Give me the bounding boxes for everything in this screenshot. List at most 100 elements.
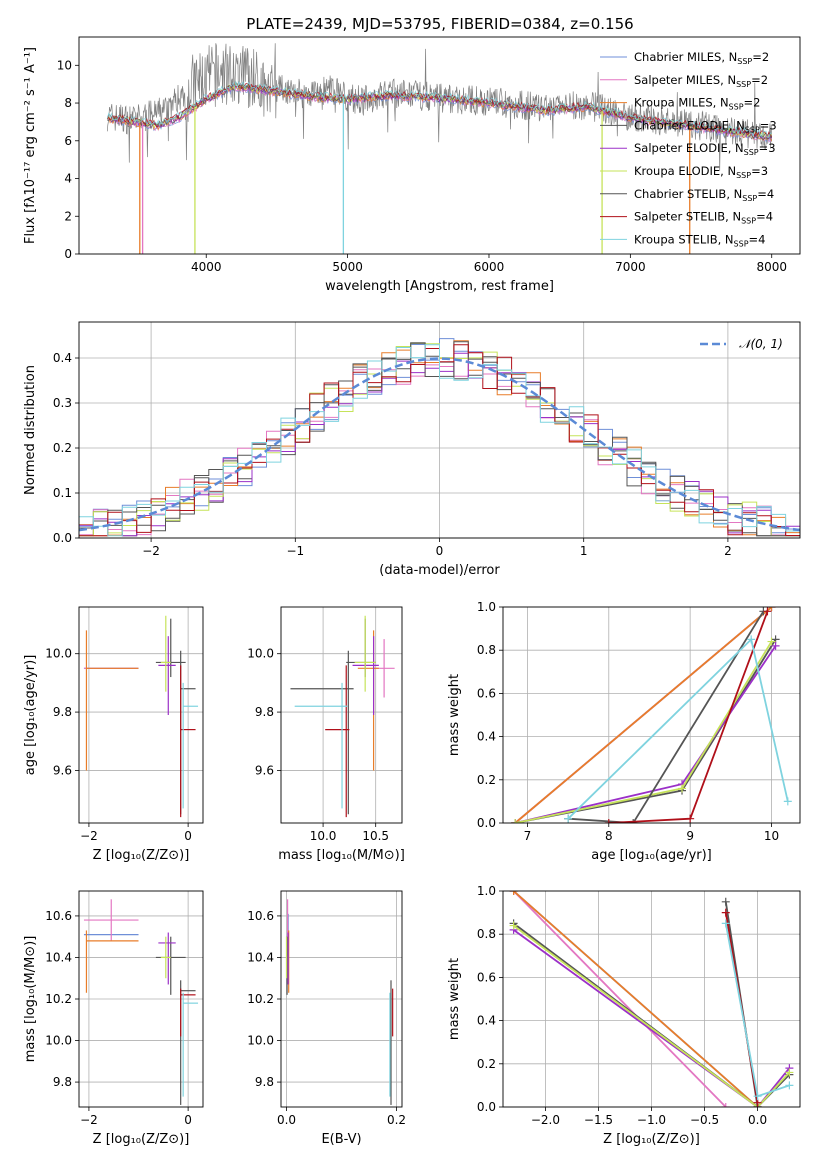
y-tick-label: 9.6 xyxy=(53,763,72,777)
series-marker xyxy=(509,921,518,930)
x-tick-label: −2 xyxy=(142,544,160,558)
series-marker xyxy=(509,891,518,895)
y-tick-label: 4 xyxy=(64,172,72,186)
y-axis-label: mass weight xyxy=(447,958,462,1040)
legend-entry: Salpeter MILES, NSSP=2 xyxy=(634,73,768,89)
x-axis-label: wavelength [Angstrom, rest frame] xyxy=(325,279,554,294)
y-tick-label: 0.2 xyxy=(53,441,72,455)
plot-area-age-vs-mass xyxy=(290,615,395,818)
histogram-step-line xyxy=(79,344,800,538)
x-tick-label: −2 xyxy=(80,829,98,843)
x-tick-label: 5000 xyxy=(332,260,363,274)
series-marker xyxy=(785,1081,794,1090)
y-axis-label: mass [log₁₀(M/M⊙)] xyxy=(23,936,38,1063)
panel-mass-vs-Z: −2 0 9.8 10.0 10.2 10.4 10.6 Z [log₁₀(Z/Z⊙)] mas… xyxy=(23,890,204,1147)
axes-frame xyxy=(280,606,403,824)
series-marker xyxy=(511,819,520,823)
x-axis-label: age [log₁₀(age/yr)] xyxy=(591,848,712,863)
series-marker xyxy=(767,607,776,611)
y-tick-label: 9.8 xyxy=(255,705,274,719)
legend-entry: Kroupa MILES, NSSP=2 xyxy=(634,96,760,112)
x-tick-label: −1.0 xyxy=(637,1113,666,1127)
x-tick-label: 0.0 xyxy=(277,1113,296,1127)
y-tick-label: 9.6 xyxy=(255,763,274,777)
x-tick-label: 4000 xyxy=(191,260,222,274)
series-marker xyxy=(721,908,730,917)
x-tick-label: 0 xyxy=(436,544,444,558)
panel-mass-weight-vs-Z: −2.0 −1.5 −1.0 −0.5 0.0 0.0 0.2 0.4 0.6 0.8 1.0 Z [… xyxy=(447,884,801,1147)
series-marker xyxy=(721,919,730,928)
legend-entry: Chabrier MILES, NSSP=2 xyxy=(634,50,769,66)
y-tick-label: 10.2 xyxy=(247,992,274,1006)
y-tick-label: 6 xyxy=(64,134,72,148)
x-tick-label: −1 xyxy=(286,544,304,558)
axes-frame xyxy=(78,606,204,824)
x-tick-label: 7 xyxy=(524,829,532,843)
legend-entry: Chabrier ELODIE, NSSP=3 xyxy=(634,118,777,134)
x-tick-label: 9 xyxy=(686,829,694,843)
series-marker xyxy=(763,607,772,616)
y-tick-label: 0.2 xyxy=(477,773,496,787)
y-tick-label: 10.0 xyxy=(247,1034,274,1048)
y-tick-label: 10.4 xyxy=(45,950,72,964)
y-tick-label: 0.0 xyxy=(477,1100,496,1114)
series-line xyxy=(513,922,791,1107)
x-tick-label: 0 xyxy=(184,829,192,843)
y-tick-label: 1.0 xyxy=(477,884,496,898)
x-tick-label: 0.2 xyxy=(387,1113,406,1127)
plot-area-mass-weight-vs-age xyxy=(511,607,792,823)
axes-frame xyxy=(78,890,204,1108)
x-tick-label: 0 xyxy=(184,1113,192,1127)
series-marker xyxy=(753,1092,762,1101)
series-line xyxy=(513,891,759,1107)
x-tick-label: 8000 xyxy=(756,260,787,274)
x-tick-label: −2.0 xyxy=(531,1113,560,1127)
series-line xyxy=(513,924,791,1107)
plot-area-residual-histogram xyxy=(79,338,800,538)
panel-age-vs-mass: 10.0 10.5 9.6 9.8 10.0 mass [log₁₀(M/M⊙)] xyxy=(247,606,405,863)
axes-frame xyxy=(502,890,801,1108)
model-spectrum-line xyxy=(107,83,773,138)
y-tick-label: 10.4 xyxy=(247,950,274,964)
plot-area-mass-vs-EBV xyxy=(285,899,394,1105)
axes-frame xyxy=(78,321,801,539)
x-axis-label: mass [log₁₀(M/M⊙)] xyxy=(278,848,405,863)
y-tick-label: 0.8 xyxy=(477,643,496,657)
plot-area-age-vs-Z xyxy=(83,615,199,818)
panel-age-vs-Z: −2 0 9.6 9.8 10.0 Z [log₁₀(Z/Z⊙)] age [log₁₀(a… xyxy=(23,606,204,863)
plot-area-mass-vs-Z xyxy=(83,899,199,1105)
x-tick-label: 6000 xyxy=(474,260,505,274)
y-tick-label: 0.4 xyxy=(477,730,496,744)
panel-mass-vs-EBV: 0.0 0.2 9.8 10.0 10.2 10.4 10.6 E(B-V) xyxy=(247,890,406,1147)
panel-residual-histogram: −2 −1 0 1 2 0.0 0.1 0.2 0.3 0.4 (data-model)/error… xyxy=(23,321,801,578)
normal-curve-line xyxy=(79,357,800,532)
y-tick-label: 0.0 xyxy=(477,816,496,830)
legend-entry: Salpeter ELODIE, NSSP=3 xyxy=(634,141,776,157)
y-axis-label: age [log₁₀(age/yr)] xyxy=(23,655,38,776)
series-marker xyxy=(771,641,780,650)
series-marker xyxy=(767,637,776,646)
legend-entry: Chabrier STELIB, NSSP=4 xyxy=(634,187,774,203)
series-marker xyxy=(678,784,687,793)
y-axis-label: Normed distribution xyxy=(23,365,38,495)
y-tick-label: 10.0 xyxy=(45,647,72,661)
y-tick-label: 0.8 xyxy=(477,927,496,941)
y-tick-label: 8 xyxy=(64,96,72,110)
legend-entry: Salpeter STELIB, NSSP=4 xyxy=(634,210,773,226)
y-tick-label: 0.4 xyxy=(477,1014,496,1028)
series-marker xyxy=(721,897,730,906)
legend-entry: Kroupa ELODIE, NSSP=3 xyxy=(634,164,768,180)
x-tick-label: −2 xyxy=(80,1113,98,1127)
y-axis-label: mass weight xyxy=(447,674,462,756)
series-marker xyxy=(785,1068,794,1077)
series-marker xyxy=(564,814,573,823)
x-tick-label: 1 xyxy=(580,544,588,558)
x-axis-label: Z [log₁₀(Z/Z⊙)] xyxy=(603,1132,700,1147)
y-tick-label: 10.0 xyxy=(45,1034,72,1048)
series-marker xyxy=(604,819,613,823)
y-tick-label: 9.8 xyxy=(255,1075,274,1089)
series-marker xyxy=(783,797,792,806)
axes-frame xyxy=(78,36,801,255)
plot-area-spectrum xyxy=(106,43,773,254)
